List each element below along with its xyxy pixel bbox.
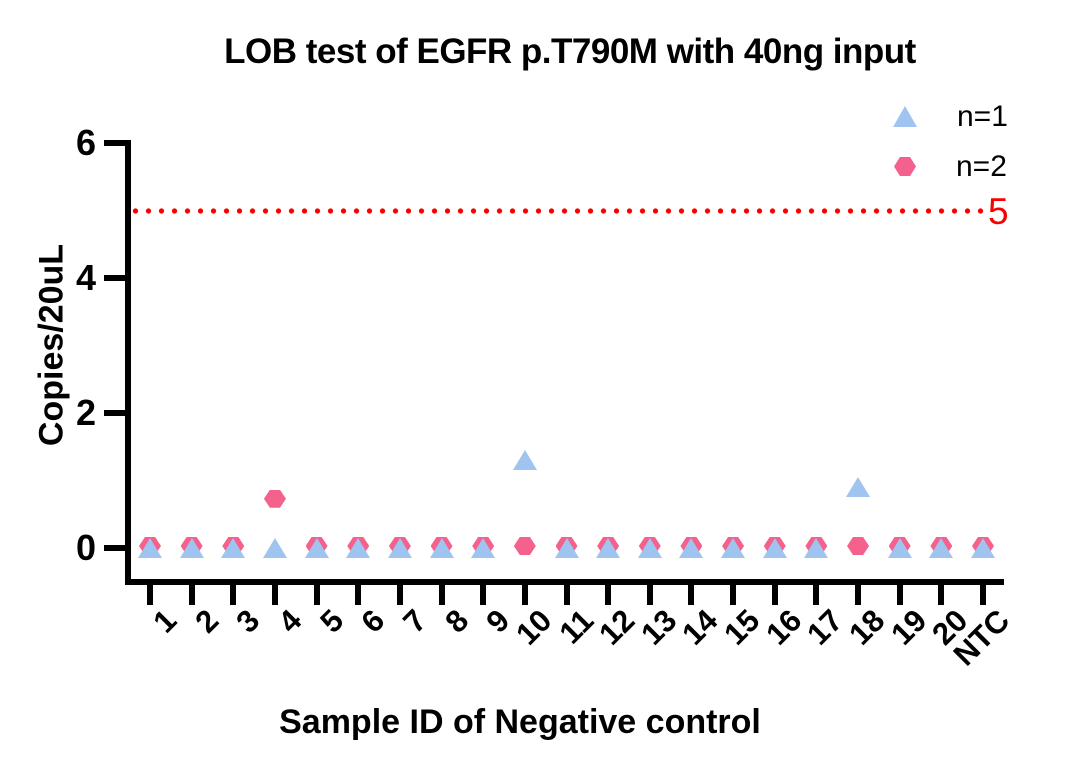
x-tick [521, 585, 528, 605]
chart-title: LOB test of EGFR p.T790M with 40ng input [224, 32, 916, 71]
legend-label-n1: n=1 [957, 99, 1008, 133]
x-tick [896, 585, 903, 605]
data-point-n=1-sample-14 [679, 538, 704, 558]
data-point-n=1-sample-20 [929, 538, 954, 558]
data-point-n=1-sample-NTC [971, 538, 995, 558]
x-tick [771, 585, 778, 605]
data-point-n=1-sample-12 [596, 538, 621, 558]
data-point-n=1-sample-18 [846, 477, 871, 498]
data-point-n=1-sample-2 [179, 538, 204, 558]
data-point-n=1-sample-19 [887, 538, 912, 558]
x-tick [147, 585, 153, 605]
data-point-n=2-sample-18 [847, 537, 870, 555]
x-tick [480, 585, 487, 605]
x-tick [730, 585, 737, 605]
data-point-n=1-sample-3 [221, 538, 246, 558]
hexagon-icon [894, 157, 916, 176]
data-point-n=1-sample-5 [304, 538, 329, 558]
y-tick-label: 4 [75, 257, 96, 298]
data-point-n=1-sample-9 [471, 538, 496, 558]
data-point-n=1-sample-1 [138, 538, 162, 558]
legend: n=1 n=2 [893, 96, 1008, 187]
data-point-n=1-sample-15 [721, 538, 746, 558]
data-point-n=1-sample-17 [804, 538, 829, 558]
threshold-line [129, 207, 985, 214]
x-tick [396, 585, 403, 605]
data-point-n=2-sample-10 [513, 537, 536, 555]
x-tick [646, 585, 653, 605]
data-point-n=1-sample-7 [387, 538, 412, 558]
y-tick-label: 2 [75, 392, 96, 433]
data-point-n=1-sample-16 [762, 538, 787, 558]
y-tick [104, 140, 126, 146]
y-tick [104, 410, 126, 416]
data-point-n=1-sample-10 [512, 450, 537, 471]
data-point-n=1-sample-4 [262, 538, 287, 558]
x-tick [980, 585, 986, 605]
data-point-n=1-sample-8 [429, 538, 454, 558]
x-tick [813, 585, 820, 605]
threshold-label: 5 [988, 191, 1009, 232]
x-tick [938, 585, 945, 605]
x-tick [563, 585, 570, 605]
data-point-n=1-sample-6 [346, 538, 371, 558]
legend-item-n2: n=2 [893, 146, 1008, 187]
x-tick [605, 585, 612, 605]
x-tick [188, 585, 195, 605]
x-tick [313, 585, 320, 605]
data-point-n=1-sample-11 [554, 538, 579, 558]
y-tick [104, 545, 126, 551]
x-tick [271, 585, 278, 605]
x-tick [438, 585, 445, 605]
legend-label-n2: n=2 [956, 149, 1007, 183]
x-tick [688, 585, 695, 605]
y-tick-label: 0 [75, 527, 96, 568]
x-axis-title: Sample ID of Negative control [279, 703, 761, 741]
legend-item-n1: n=1 [893, 96, 1008, 137]
data-point-n=2-sample-4 [263, 489, 286, 508]
triangle-icon [893, 106, 917, 127]
x-axis [125, 579, 1004, 585]
data-point-n=1-sample-13 [637, 538, 662, 558]
y-axis [125, 140, 131, 585]
y-tick [104, 275, 126, 281]
x-tick [855, 585, 862, 605]
x-tick [230, 585, 237, 605]
y-tick-label: 6 [75, 122, 96, 163]
x-tick [355, 585, 362, 605]
